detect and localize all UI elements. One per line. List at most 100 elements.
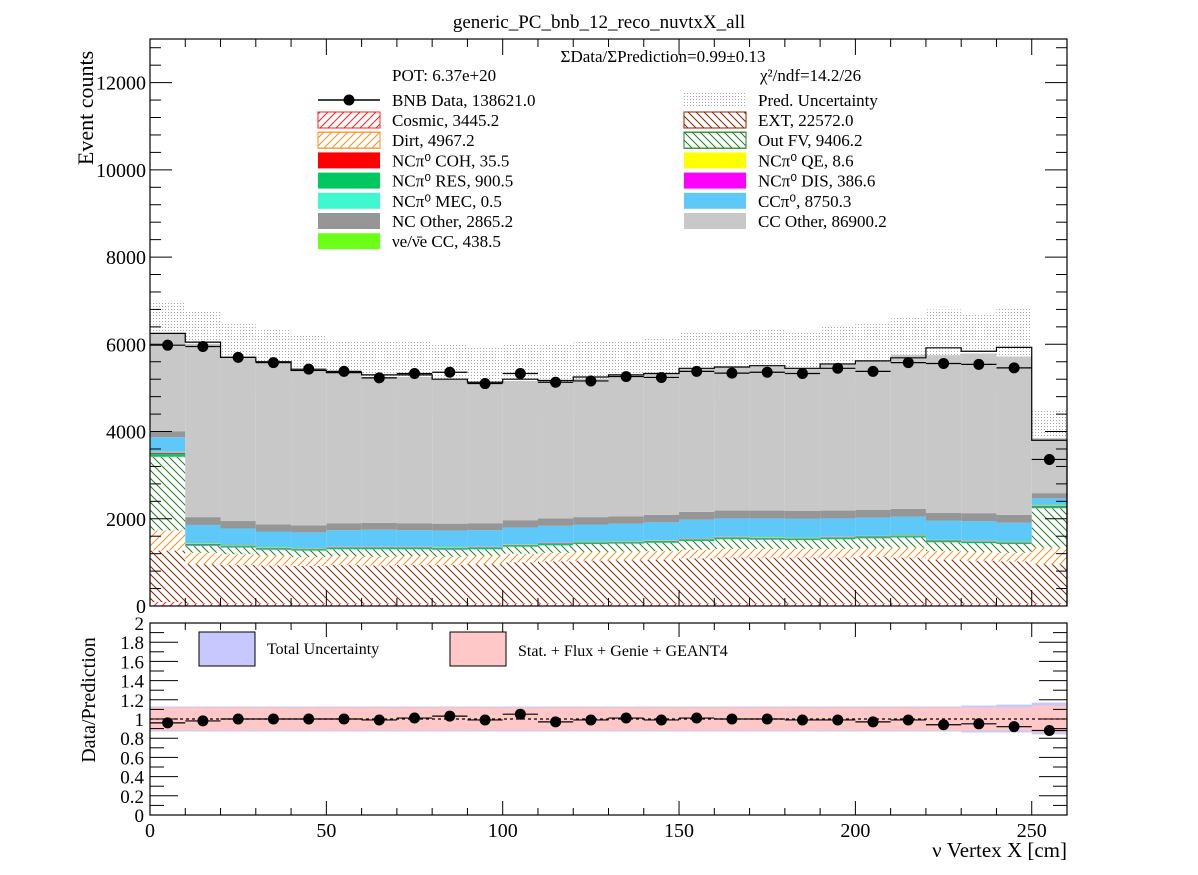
bar (855, 509, 891, 518)
legend-data-marker (343, 94, 355, 106)
bar (432, 379, 468, 524)
bar (150, 530, 186, 551)
bar (396, 547, 433, 550)
bar (1031, 603, 1067, 606)
bar (502, 546, 538, 554)
data-point (373, 372, 385, 384)
y-tick-label: 4000 (106, 422, 146, 444)
bar (820, 536, 856, 538)
stack-series-nc-dis (150, 452, 1067, 550)
legend-swatch-nc-res-900-5 (318, 172, 380, 189)
bar (255, 555, 292, 566)
bar (996, 522, 1032, 542)
bar (996, 561, 1032, 604)
bar (537, 543, 574, 545)
y-tick-label: 10000 (96, 160, 146, 182)
bar (502, 380, 538, 521)
top-y-axis-label: Event counts (73, 51, 98, 165)
bar (502, 527, 538, 545)
ratio-point (620, 712, 632, 724)
ratio-y-tick-label: 0.6 (120, 748, 144, 769)
bar (784, 511, 821, 519)
bar (925, 551, 962, 560)
ratio-point (197, 715, 209, 727)
bar (925, 542, 962, 552)
data-point (1008, 362, 1020, 374)
ratio-point (691, 712, 703, 724)
legend-label-cosmic-3445-2: Cosmic, 3445.2 (392, 111, 499, 130)
x-tick-label: 200 (840, 820, 870, 842)
bar (255, 565, 292, 604)
bar (855, 517, 891, 536)
bar (608, 541, 644, 543)
legend-label-ext-22572-0: EXT, 22572.0 (758, 111, 854, 130)
bar (396, 377, 433, 524)
bar (890, 537, 926, 548)
bar (361, 603, 397, 606)
stack-series-dirt (150, 530, 1067, 566)
bar (150, 452, 186, 455)
bar (537, 552, 574, 562)
bar (396, 530, 433, 547)
bar (643, 603, 680, 606)
bar (784, 538, 821, 541)
bar (220, 547, 256, 555)
bar (255, 548, 292, 550)
legend-swatch-cosmic-3445-2 (317, 111, 381, 129)
bar (432, 548, 468, 550)
legend-label-cc-other-86900-2: CC Other, 86900.2 (758, 212, 887, 231)
bar (150, 451, 186, 453)
ratio-point (303, 713, 315, 725)
bar (326, 547, 362, 550)
bar (820, 363, 856, 511)
ratio-y-tick-label: 0 (135, 806, 145, 827)
bar (432, 549, 468, 557)
bar (784, 537, 821, 539)
bar (255, 547, 292, 548)
bar (432, 523, 468, 531)
bar (749, 548, 785, 558)
data-point (550, 376, 562, 388)
bar (537, 603, 574, 606)
ratio-point (938, 719, 950, 731)
bar (396, 547, 433, 548)
bar (291, 603, 327, 606)
stack-series-ext (150, 550, 1067, 604)
bar (467, 547, 503, 550)
stack-series-nc-qe (150, 456, 1067, 509)
legend-total-uncertainty-swatch (198, 631, 256, 667)
ratio-y-tick-label: 0.4 (120, 768, 144, 789)
legend-swatch-cc-other-86900-2 (684, 213, 746, 229)
bar (220, 545, 256, 547)
bar (679, 368, 715, 512)
x-tick-label: 150 (664, 820, 694, 842)
y-tick-label: 6000 (106, 334, 146, 356)
bar (1031, 498, 1067, 505)
bar (185, 564, 221, 604)
bar (784, 548, 821, 558)
ratio-point (409, 712, 421, 724)
bar (784, 538, 821, 539)
bar (679, 558, 715, 604)
x-tick-label: 50 (316, 820, 336, 842)
bar (326, 565, 362, 604)
bar (361, 547, 397, 550)
bar (855, 556, 891, 604)
bar (925, 540, 962, 543)
ratio-point (655, 714, 667, 726)
bar (749, 557, 785, 604)
legend-swatch-out-fv-9406-2 (683, 131, 747, 149)
bar (714, 603, 750, 606)
bar (749, 539, 785, 549)
x-axis-label: ν Vertex X [cm] (932, 838, 1067, 862)
bar (643, 559, 680, 604)
data-point (761, 366, 773, 378)
bar (679, 549, 715, 559)
bar (714, 366, 750, 511)
bar (996, 603, 1032, 606)
legend-label--e-e-cc-438-5: νe/ν̄e CC, 438.5 (392, 232, 501, 251)
stack-series-cc- (150, 437, 1067, 549)
bar (714, 518, 750, 537)
bar (855, 361, 891, 510)
